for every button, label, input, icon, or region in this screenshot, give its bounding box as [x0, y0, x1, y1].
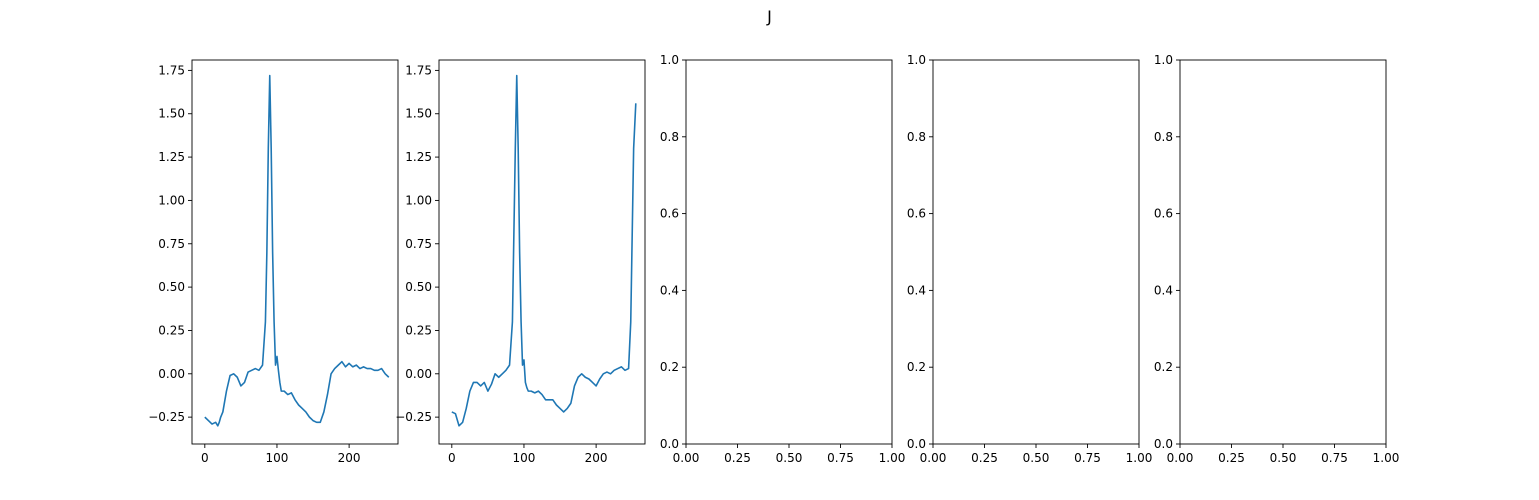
series-line-2-1	[451, 74, 637, 427]
x-tick-label: 0	[448, 451, 456, 465]
x-tick-label: 0	[201, 451, 209, 465]
subplot-3: 0.00 0.25 0.50 0.75 1.00 0.0 0.2 0.4 0.6 0.8 1.0	[660, 53, 905, 465]
y-tick-label: 0.50	[158, 280, 185, 294]
y-tick-label: 0.00	[158, 367, 185, 381]
y-tick-label: 1.0	[1154, 53, 1173, 67]
y-tick-label: 1.75	[405, 63, 432, 77]
subplot-5: 0.00 0.25 0.50 0.75 1.00 0.0 0.2 0.4 0.6 0.8 1.0	[1154, 53, 1399, 465]
x-tick-label: 200	[338, 451, 361, 465]
y-tick-label: 0.75	[158, 237, 185, 251]
y-tick-label: 1.25	[158, 150, 185, 164]
y-tick-label: 0.4	[907, 283, 926, 297]
x-tick-label: 0.00	[1167, 451, 1194, 465]
x-tick-label: 0.00	[673, 451, 700, 465]
y-tick-label: 0.4	[1154, 283, 1173, 297]
y-tick-label: 0.0	[907, 437, 926, 451]
y-tick-label: 1.0	[907, 53, 926, 67]
y-tick-label: 0.75	[405, 237, 432, 251]
x-tick-label: 0.25	[1218, 451, 1245, 465]
x-tick-label: 1.00	[1126, 451, 1153, 465]
x-tick-label: 0.25	[971, 451, 998, 465]
y-tick-label: 0.6	[660, 207, 679, 221]
y-tick-label: 0.2	[907, 360, 926, 374]
x-tick-label: 0.75	[827, 451, 854, 465]
y-tick-label: 1.75	[158, 63, 185, 77]
y-tick-label: 1.00	[405, 193, 432, 207]
y-tick-label: 1.00	[158, 193, 185, 207]
x-tick-label: 0.75	[1321, 451, 1348, 465]
y-tick-label: 0.8	[907, 130, 926, 144]
y-tick-label: −0.25	[395, 410, 432, 424]
subplot-4: 0.00 0.25 0.50 0.75 1.00 0.0 0.2 0.4 0.6 0.8 1.0	[907, 53, 1152, 465]
x-tick-label: 0.00	[920, 451, 947, 465]
x-tick-label: 0.50	[1270, 451, 1297, 465]
axes-frame	[438, 59, 646, 445]
axes-frame	[932, 59, 1140, 445]
x-tick-label: 100	[266, 451, 289, 465]
y-tick-label: 0.2	[660, 360, 679, 374]
y-tick-label: 0.8	[1154, 130, 1173, 144]
x-tick-label: 1.00	[1373, 451, 1400, 465]
subplot-2: 0 100 200 −0.25 0.00 0.25 0.50 0.75 1.00 1.25 1.50…	[395, 59, 646, 465]
y-tick-label: 0.6	[907, 207, 926, 221]
y-tick-label: 0.8	[660, 130, 679, 144]
x-tick-label: 0.50	[776, 451, 803, 465]
x-tick-label: 0.25	[724, 451, 751, 465]
y-tick-label: 1.50	[158, 107, 185, 121]
y-tick-label: 0.50	[405, 280, 432, 294]
y-tick-label: −0.25	[148, 410, 185, 424]
x-tick-label: 1.00	[879, 451, 906, 465]
x-tick-label: 0.75	[1074, 451, 1101, 465]
y-tick-label: 0.0	[1154, 437, 1173, 451]
figure-title: J	[767, 7, 772, 26]
series-line-1-1	[204, 74, 390, 427]
y-tick-label: 0.0	[660, 437, 679, 451]
y-tick-label: 0.25	[405, 323, 432, 337]
axes-frame	[1179, 59, 1387, 445]
x-tick-label: 0.50	[1023, 451, 1050, 465]
y-tick-label: 0.4	[660, 283, 679, 297]
y-tick-label: 1.0	[660, 53, 679, 67]
y-tick-label: 0.25	[158, 323, 185, 337]
axes-frame	[685, 59, 893, 445]
y-tick-label: 1.25	[405, 150, 432, 164]
y-tick-label: 0.2	[1154, 360, 1173, 374]
axes-frame	[191, 59, 399, 445]
y-tick-label: 1.50	[405, 107, 432, 121]
x-tick-label: 200	[585, 451, 608, 465]
subplot-1: 0 100 200 −0.25 0.00 0.25 0.50 0.75 1.00 1.25 1.50…	[148, 59, 399, 465]
x-tick-label: 100	[513, 451, 536, 465]
y-tick-label: 0.00	[405, 367, 432, 381]
y-tick-label: 0.6	[1154, 207, 1173, 221]
